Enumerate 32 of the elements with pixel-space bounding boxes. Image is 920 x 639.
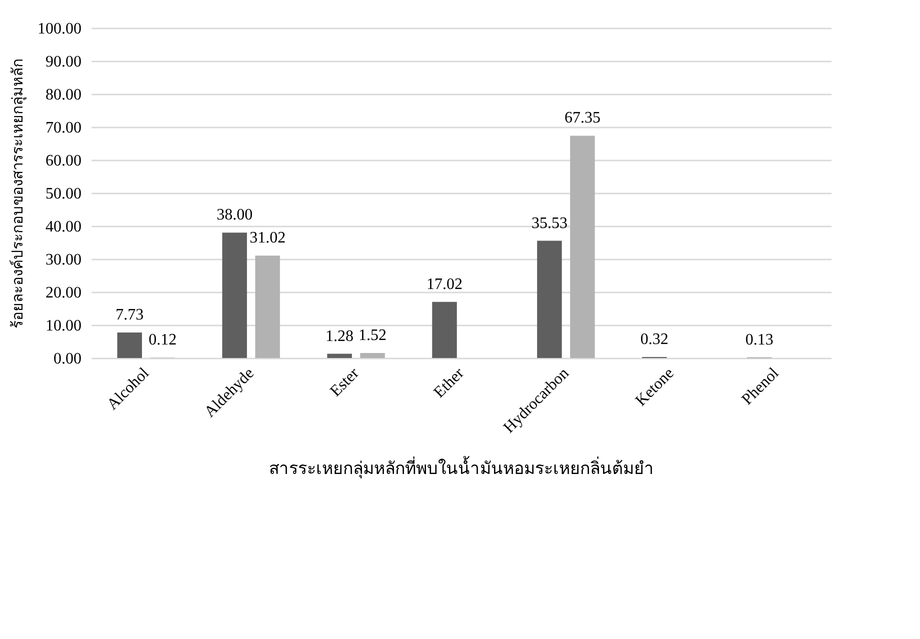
y-tick-label: 20.00 — [46, 284, 82, 302]
y-tick-label: 0.00 — [54, 350, 82, 368]
bar — [537, 240, 562, 358]
bar — [117, 332, 142, 358]
data-label: 38.00 — [216, 206, 253, 224]
data-label: 0.12 — [148, 332, 177, 349]
bar — [327, 354, 352, 358]
y-tick-label: 60.00 — [46, 152, 82, 170]
x-axis-title: สารระเหยกลุ่มหลักที่พบในน้ำมันหอมระเหยกลิ่นต้มยำ — [269, 456, 654, 479]
bar — [432, 302, 457, 358]
bar — [222, 232, 247, 358]
data-label: 0.32 — [640, 330, 668, 348]
y-tick-label: 90.00 — [46, 54, 82, 70]
data-label: 31.02 — [250, 230, 286, 247]
data-label: 17.02 — [426, 276, 463, 293]
y-tick-label: 30.00 — [46, 252, 82, 268]
bar — [255, 256, 280, 358]
data-label: 7.73 — [116, 306, 144, 324]
y-tick-label: 70.00 — [46, 120, 82, 136]
y-tick-label: 80.00 — [46, 86, 82, 104]
bar — [570, 136, 595, 358]
y-tick-label: 100.00 — [38, 20, 82, 38]
data-label: 0.13 — [745, 332, 774, 349]
data-label: 67.35 — [564, 110, 600, 127]
y-tick-label: 10.00 — [46, 318, 82, 334]
data-label: 1.52 — [358, 326, 387, 344]
data-label: 35.53 — [531, 214, 568, 232]
y-tick-label: 50.00 — [46, 186, 82, 202]
y-axis-title: ร้อยละองค์ประกอบของสารระเหยกลุ่มหลัก — [10, 58, 28, 328]
data-label: 1.28 — [326, 328, 354, 345]
bar — [360, 352, 385, 358]
y-tick-label: 40.00 — [46, 218, 82, 236]
